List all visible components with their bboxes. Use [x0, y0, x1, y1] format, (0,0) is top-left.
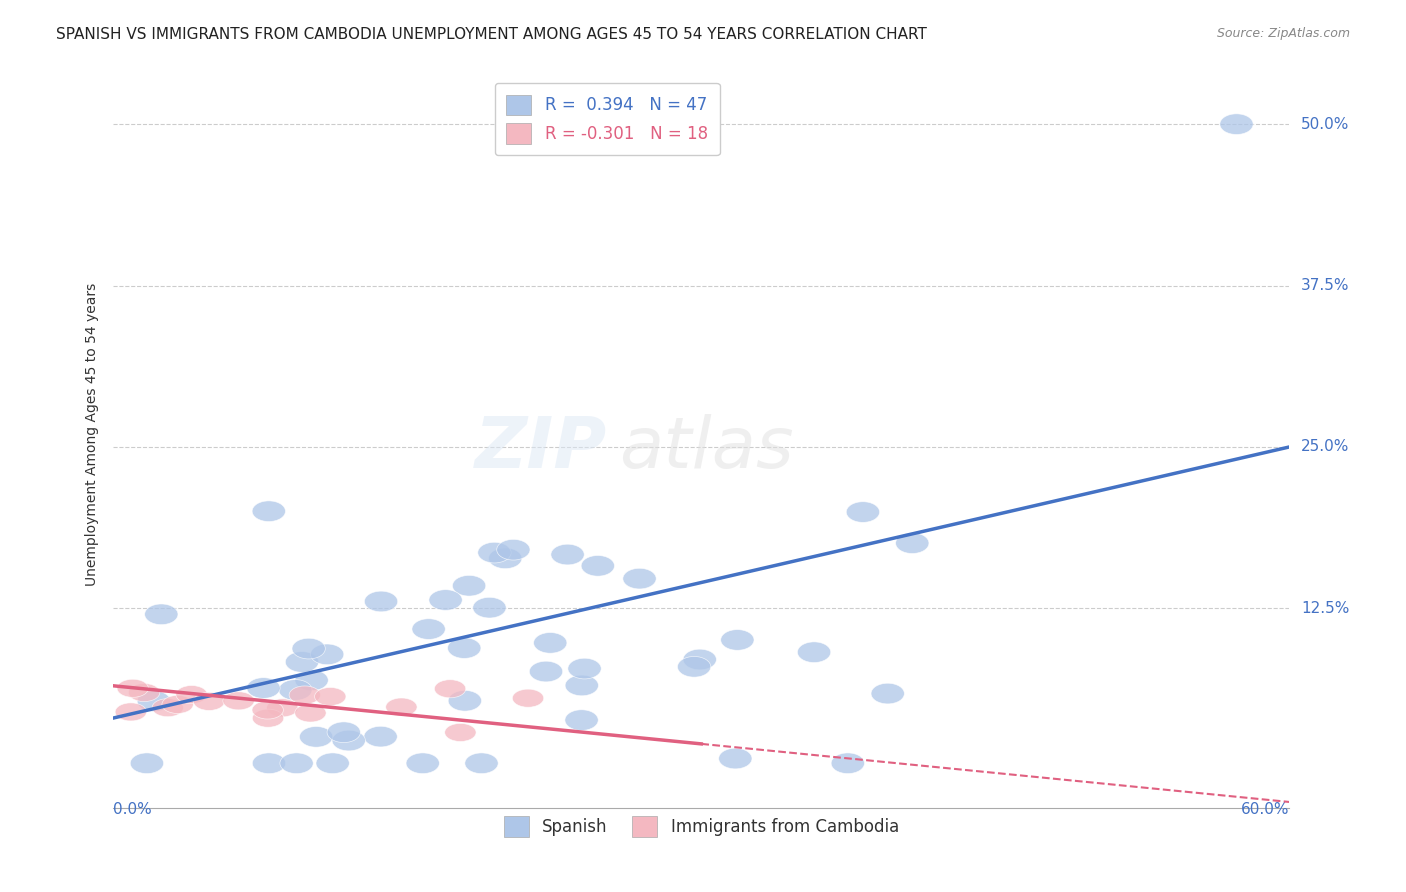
- Ellipse shape: [529, 661, 562, 681]
- Ellipse shape: [533, 632, 567, 653]
- Ellipse shape: [412, 619, 446, 640]
- Ellipse shape: [718, 748, 752, 769]
- Ellipse shape: [478, 542, 512, 563]
- Ellipse shape: [453, 575, 485, 596]
- Ellipse shape: [472, 598, 506, 618]
- Ellipse shape: [831, 753, 865, 773]
- Ellipse shape: [1220, 114, 1253, 135]
- Ellipse shape: [290, 686, 321, 704]
- Ellipse shape: [385, 698, 418, 716]
- Ellipse shape: [311, 644, 344, 665]
- Ellipse shape: [896, 533, 929, 554]
- Ellipse shape: [623, 568, 657, 589]
- Ellipse shape: [278, 680, 312, 700]
- Ellipse shape: [444, 723, 477, 741]
- Text: SPANISH VS IMMIGRANTS FROM CAMBODIA UNEMPLOYMENT AMONG AGES 45 TO 54 YEARS CORRE: SPANISH VS IMMIGRANTS FROM CAMBODIA UNEM…: [56, 27, 927, 42]
- Ellipse shape: [364, 726, 398, 747]
- Ellipse shape: [152, 698, 183, 716]
- Ellipse shape: [252, 753, 285, 773]
- Ellipse shape: [224, 692, 254, 710]
- Text: 25.0%: 25.0%: [1301, 440, 1350, 454]
- Ellipse shape: [247, 678, 280, 698]
- Ellipse shape: [332, 731, 366, 751]
- Ellipse shape: [568, 658, 602, 679]
- Ellipse shape: [465, 753, 498, 773]
- Ellipse shape: [316, 753, 349, 773]
- Ellipse shape: [176, 686, 207, 704]
- Ellipse shape: [488, 548, 522, 568]
- Ellipse shape: [162, 696, 193, 714]
- Ellipse shape: [252, 709, 284, 727]
- Ellipse shape: [449, 690, 481, 711]
- Ellipse shape: [295, 670, 328, 690]
- Ellipse shape: [721, 630, 754, 650]
- Ellipse shape: [565, 710, 598, 731]
- Ellipse shape: [131, 753, 163, 773]
- Ellipse shape: [267, 698, 298, 717]
- Ellipse shape: [252, 501, 285, 522]
- Ellipse shape: [138, 691, 170, 712]
- Ellipse shape: [434, 680, 465, 698]
- Text: 37.5%: 37.5%: [1301, 278, 1350, 293]
- Ellipse shape: [285, 652, 319, 673]
- Ellipse shape: [565, 675, 599, 696]
- Ellipse shape: [299, 726, 333, 747]
- Ellipse shape: [315, 688, 346, 706]
- Ellipse shape: [678, 657, 711, 677]
- Ellipse shape: [406, 753, 440, 773]
- Text: ZIP: ZIP: [475, 415, 607, 483]
- Ellipse shape: [280, 753, 314, 773]
- Ellipse shape: [194, 692, 225, 710]
- Legend: Spanish, Immigrants from Cambodia: Spanish, Immigrants from Cambodia: [495, 808, 907, 845]
- Ellipse shape: [115, 703, 146, 721]
- Text: 0.0%: 0.0%: [114, 802, 152, 817]
- Text: 12.5%: 12.5%: [1301, 601, 1350, 615]
- Ellipse shape: [364, 591, 398, 612]
- Ellipse shape: [295, 704, 326, 722]
- Ellipse shape: [328, 722, 360, 742]
- Ellipse shape: [128, 683, 160, 702]
- Y-axis label: Unemployment Among Ages 45 to 54 years: Unemployment Among Ages 45 to 54 years: [86, 283, 100, 586]
- Text: Source: ZipAtlas.com: Source: ZipAtlas.com: [1216, 27, 1350, 40]
- Ellipse shape: [872, 683, 904, 704]
- Ellipse shape: [496, 540, 530, 560]
- Ellipse shape: [292, 639, 325, 659]
- Ellipse shape: [252, 701, 284, 719]
- Text: 60.0%: 60.0%: [1241, 802, 1289, 817]
- Ellipse shape: [145, 604, 179, 624]
- Ellipse shape: [117, 679, 149, 698]
- Ellipse shape: [581, 556, 614, 576]
- Ellipse shape: [429, 590, 463, 610]
- Text: 50.0%: 50.0%: [1301, 117, 1350, 132]
- Ellipse shape: [447, 638, 481, 658]
- Ellipse shape: [551, 544, 585, 565]
- Ellipse shape: [512, 690, 544, 707]
- Text: atlas: atlas: [619, 415, 793, 483]
- Ellipse shape: [846, 501, 880, 523]
- Ellipse shape: [683, 649, 717, 670]
- Ellipse shape: [797, 642, 831, 663]
